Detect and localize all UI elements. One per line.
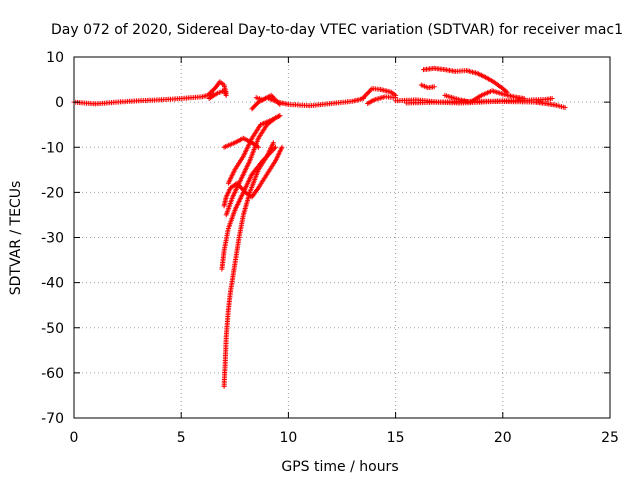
y-tick-label: -30: [41, 231, 64, 247]
y-axis-label: SDTVAR / TECUs: [8, 181, 24, 296]
axis-ticks: 0 5 10 15 20 25 -70 -60 -50 -40 -30 -20 -10 0 10: [41, 50, 619, 446]
data-point: [270, 140, 276, 146]
data-point: [255, 144, 261, 150]
x-axis-label: GPS time / hours: [281, 459, 398, 475]
data-point: [279, 144, 285, 150]
chart-title: Day 072 of 2020, Sidereal Day-to-day VTE…: [51, 22, 623, 38]
data-point: [271, 146, 277, 151]
x-tick-label: 10: [279, 430, 297, 446]
data-point: [521, 96, 527, 101]
y-tick-label: -10: [41, 140, 64, 156]
x-tick-label: 5: [177, 430, 186, 446]
y-tick-label: -40: [41, 276, 64, 292]
grid: [74, 57, 610, 418]
y-tick-label: -20: [41, 185, 64, 201]
x-tick-label: 25: [601, 430, 619, 446]
x-tick-label: 20: [494, 430, 512, 446]
data-point: [562, 105, 568, 110]
y-tick-label: -70: [41, 411, 64, 427]
data-point: [277, 113, 283, 119]
x-tick-label: 15: [387, 430, 405, 446]
x-tick-label: 0: [70, 430, 79, 446]
data-point: [277, 101, 283, 107]
data-point: [253, 101, 259, 107]
y-tick-label: -50: [41, 321, 64, 337]
data-point: [549, 96, 555, 101]
data-points: [71, 65, 568, 389]
data-point: [223, 92, 229, 98]
data-point: [431, 84, 437, 90]
data-point: [273, 144, 278, 150]
y-tick-label: -60: [41, 366, 64, 382]
y-tick-label: 10: [46, 50, 64, 66]
y-tick-label: 0: [55, 95, 64, 111]
